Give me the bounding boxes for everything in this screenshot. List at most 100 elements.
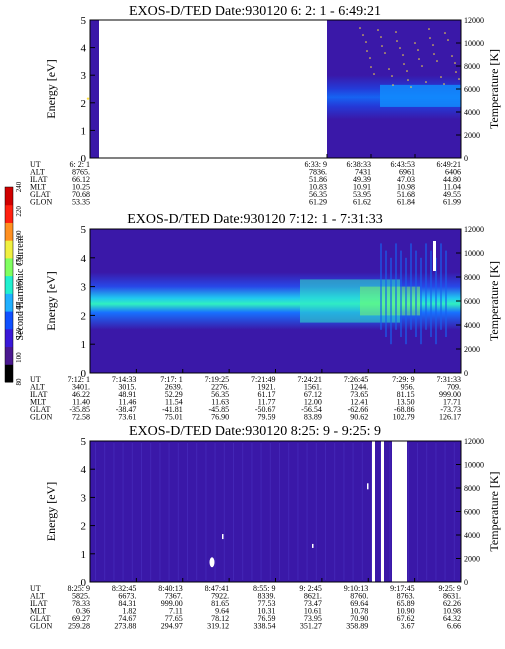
table-cell: 10.61 [304,607,322,616]
table-cell: 5825. [72,592,90,601]
table-cell: 8763. [397,592,415,601]
table-cell: 709. [447,383,461,392]
table-cell: 52.29 [165,390,183,399]
colorbar-tick: 140 [15,303,23,314]
row-label: UT [30,375,41,384]
row-label: ALT [30,383,45,392]
table-cell: 6:33: 9 [305,160,327,169]
ytick-label: 4 [81,464,87,476]
ytick-right-label: 2000 [464,345,480,354]
ytick-right-label: 2000 [464,555,480,564]
table-cell: 999.00 [439,390,461,399]
table-cell: 1.82 [122,607,136,616]
table-cell: 6673. [118,592,136,601]
table-cell: 10.90 [397,607,415,616]
colorbar-segment [5,364,13,383]
colorbar-label: Second Harmonic Current [15,235,26,340]
table-cell: 67.12 [304,390,322,399]
table-cell: 9:25: 9 [439,584,461,593]
table-cell: 259.28 [68,622,90,631]
ytick-right-label: 10000 [464,39,484,48]
ytick-right-label: 8000 [464,484,480,493]
table-cell: 1921. [258,383,276,392]
table-cell: 17.71 [443,398,461,407]
colorbar-segment [5,187,13,206]
table-cell: 1244. [350,383,368,392]
spectrogram [90,441,461,582]
table-cell: 6406 [445,168,461,177]
table-cell: -68.86 [394,405,415,414]
table-cell: 74.67 [118,614,136,623]
colorbar-segment [5,328,13,348]
table-cell: 61.29 [309,198,327,207]
table-cell: 61.17 [258,390,276,399]
ytick-right-label: 8000 [464,273,480,282]
table-cell: 10.25 [72,183,90,192]
table-cell: 10.98 [443,607,461,616]
table-cell: 126.17 [439,413,461,422]
table-cell: 79.59 [258,413,276,422]
table-cell: 7.11 [169,607,183,616]
table-cell: 7922. [211,592,229,601]
ytick-label: 1 [81,339,87,351]
table-cell: 64.32 [443,614,461,623]
colorbar-tick: 100 [15,352,23,363]
ytick-right-label: 6000 [464,85,480,94]
panel-title: EXOS-D/TED Date:930120 7:12: 1 - 7:31:33 [127,212,382,227]
table-cell: 7:26:45 [344,375,368,384]
table-cell: 81.65 [211,599,229,608]
table-cell: 7:31:33 [437,375,461,384]
ytick-label: 0 [81,153,87,165]
ytick-label: 0 [81,577,87,589]
ytick-label: 3 [81,492,87,504]
table-cell: 7:14:33 [112,375,136,384]
table-cell: 47.03 [397,175,415,184]
ytick-right-label: 8000 [464,62,480,71]
table-cell: 6.66 [447,622,461,631]
row-label: MLT [30,398,46,407]
panel-title: EXOS-D/TED Date:930120 8:25: 9 - 9:25: 9 [129,424,381,439]
panel-3: EXOS-D/TED Date:930120 8:25: 9 - 9:25: 9… [30,424,501,631]
table-cell: 351.27 [300,622,322,631]
ytick-label: 5 [81,436,87,448]
table-cell: 6:38:33 [347,160,371,169]
table-cell: 61.99 [443,198,461,207]
table-cell: -50.67 [255,405,276,414]
table-cell: 273.88 [114,622,136,631]
table-cell: 9: 2:45 [299,584,321,593]
table-cell: 44.80 [443,175,461,184]
y-axis-right-label: Temperature [K] [487,49,501,129]
spectrogram [86,20,461,158]
table-cell: 956. [401,383,415,392]
row-label: ILAT [30,599,47,608]
table-cell: 358.89 [346,622,368,631]
table-cell: 12.00 [304,398,322,407]
colorbar-segment [5,346,13,365]
table-cell: 75.01 [165,413,183,422]
table-cell: 56.35 [309,190,327,199]
ytick-right-label: 6000 [464,508,480,517]
ytick-right-label: 12000 [464,16,484,25]
row-label: GLAT [30,614,51,623]
table-cell: 11.63 [211,398,229,407]
panel-1: EXOS-D/TED Date:930120 6: 2: 1 - 6:49:21… [30,4,501,207]
colorbar-tick: 240 [15,181,23,192]
panel-title: EXOS-D/TED Date:930120 6: 2: 1 - 6:49:21 [129,4,381,19]
table-cell: 77.65 [165,614,183,623]
ytick-label: 5 [81,224,87,236]
table-cell: 78.12 [211,614,229,623]
table-cell: 11.04 [443,183,461,192]
ytick-right-label: 0 [464,369,468,378]
table-cell: 9.64 [215,607,229,616]
table-cell: 10.31 [258,607,276,616]
table-cell: 61.84 [397,198,415,207]
table-cell: 8631. [443,592,461,601]
ytick-right-label: 4000 [464,108,480,117]
ytick-label: 0 [81,368,87,380]
ytick-right-label: 0 [464,154,468,163]
table-cell: -38.47 [116,405,137,414]
table-cell: 67.62 [397,614,415,623]
colorbar-segment [5,222,13,241]
table-cell: 9:17:45 [390,584,414,593]
